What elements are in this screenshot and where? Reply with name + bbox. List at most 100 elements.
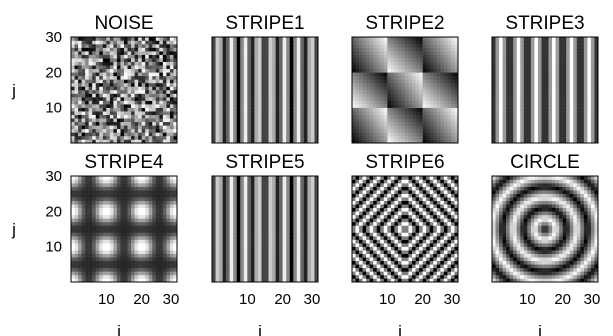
heatmap-cell: [247, 90, 252, 94]
heatmap-cell: [303, 75, 308, 80]
heatmap-cell: [433, 93, 438, 98]
heatmap-cell: [162, 93, 167, 98]
heatmap-cell: [229, 260, 234, 265]
heatmap-cell: [303, 271, 308, 276]
heatmap-cell: [545, 44, 549, 48]
heatmap-cell: [272, 264, 276, 269]
heatmap-cell: [148, 75, 153, 80]
heatmap-cell: [369, 93, 374, 98]
heatmap-cell: [145, 132, 149, 137]
heatmap-cell: [92, 72, 96, 77]
heatmap-cell: [282, 118, 287, 123]
heatmap-cell: [173, 211, 178, 216]
heatmap-cell: [580, 100, 585, 105]
heatmap-cell: [447, 132, 452, 137]
heatmap-cell: [152, 225, 157, 230]
heatmap-cell: [254, 93, 259, 98]
heatmap-cell: [520, 93, 525, 98]
heatmap-cell: [219, 90, 223, 94]
heatmap-cell: [293, 86, 298, 91]
heatmap-cell: [537, 58, 542, 62]
heatmap-cell: [387, 44, 392, 48]
heatmap-cell: [106, 37, 111, 41]
heatmap-cell: [587, 75, 592, 80]
heatmap-cell: [134, 61, 139, 66]
heatmap-cell: [534, 86, 539, 91]
heatmap-cell: [152, 72, 157, 77]
heatmap-cell: [590, 93, 595, 98]
heatmap-cell: [307, 79, 312, 84]
heatmap-cell: [243, 139, 248, 144]
heatmap-cell: [408, 128, 413, 133]
heatmap-cell: [155, 274, 160, 279]
heatmap-cell: [268, 47, 273, 52]
heatmap-cell: [541, 100, 546, 105]
heatmap-cell: [307, 86, 312, 91]
heatmap-cell: [99, 260, 104, 265]
heatmap-cell: [303, 128, 308, 133]
heatmap-cell: [520, 97, 525, 101]
heatmap-cell: [257, 253, 262, 258]
heatmap-cell: [92, 260, 96, 265]
heatmap-cell: [387, 128, 392, 133]
heatmap-cell: [447, 107, 452, 112]
heatmap-cell: [99, 197, 104, 201]
heatmap-cell: [509, 125, 514, 130]
heatmap-cell: [240, 47, 245, 52]
heatmap-cell: [250, 274, 255, 279]
heatmap-cell: [145, 253, 149, 258]
heatmap-cell: [155, 132, 160, 137]
heatmap-cell: [362, 104, 367, 108]
heatmap-cell: [250, 132, 255, 137]
heatmap-cell: [268, 75, 273, 80]
heatmap-cell: [548, 79, 553, 84]
heatmap-cell: [113, 214, 118, 219]
heatmap-cell: [293, 40, 298, 45]
heatmap-cell: [145, 218, 149, 223]
heatmap-cell: [373, 58, 377, 62]
heatmap-cell: [109, 79, 114, 84]
heatmap-cell: [124, 61, 128, 66]
heatmap-cell: [502, 104, 507, 108]
heatmap-cell: [173, 218, 178, 223]
heatmap-cell: [215, 274, 220, 279]
heatmap-cell: [429, 128, 434, 133]
heatmap-cell: [243, 121, 248, 126]
heatmap-cell: [85, 65, 89, 70]
heatmap-cell: [155, 111, 160, 115]
heatmap-cell: [102, 197, 107, 201]
heatmap-cell: [166, 193, 171, 198]
heatmap-cell: [88, 125, 93, 130]
heatmap-cell: [166, 82, 171, 87]
heatmap-cell: [289, 267, 294, 272]
heatmap-cell: [162, 75, 167, 80]
heatmap-cell: [95, 179, 100, 184]
heatmap-cell: [580, 90, 585, 94]
heatmap-cell: [236, 97, 241, 101]
heatmap-cell: [314, 239, 319, 244]
heatmap-cell: [369, 68, 374, 73]
heatmap-cell: [215, 79, 220, 84]
heatmap-cell: [162, 278, 167, 283]
heatmap-cell: [307, 278, 312, 283]
heatmap-cell: [116, 246, 121, 251]
heatmap-cell: [520, 114, 525, 119]
heatmap-cell: [282, 97, 287, 101]
heatmap-cell: [113, 47, 118, 52]
heatmap-cell: [148, 54, 153, 59]
heatmap-cell: [124, 257, 128, 262]
heatmap-cell: [134, 100, 139, 105]
heatmap-cell: [527, 40, 532, 45]
heatmap-cell: [212, 236, 216, 240]
heatmap-cell: [265, 232, 269, 237]
heatmap-cell: [443, 128, 448, 133]
heatmap-cell: [116, 135, 121, 140]
heatmap-cell: [383, 72, 388, 77]
heatmap-cell: [286, 58, 290, 62]
heatmap-cell: [240, 97, 245, 101]
heatmap-cell: [173, 239, 178, 244]
heatmap-cell: [229, 271, 234, 276]
heatmap-cell: [106, 135, 111, 140]
heatmap-cell: [580, 86, 585, 91]
heatmap-cell: [99, 107, 104, 112]
